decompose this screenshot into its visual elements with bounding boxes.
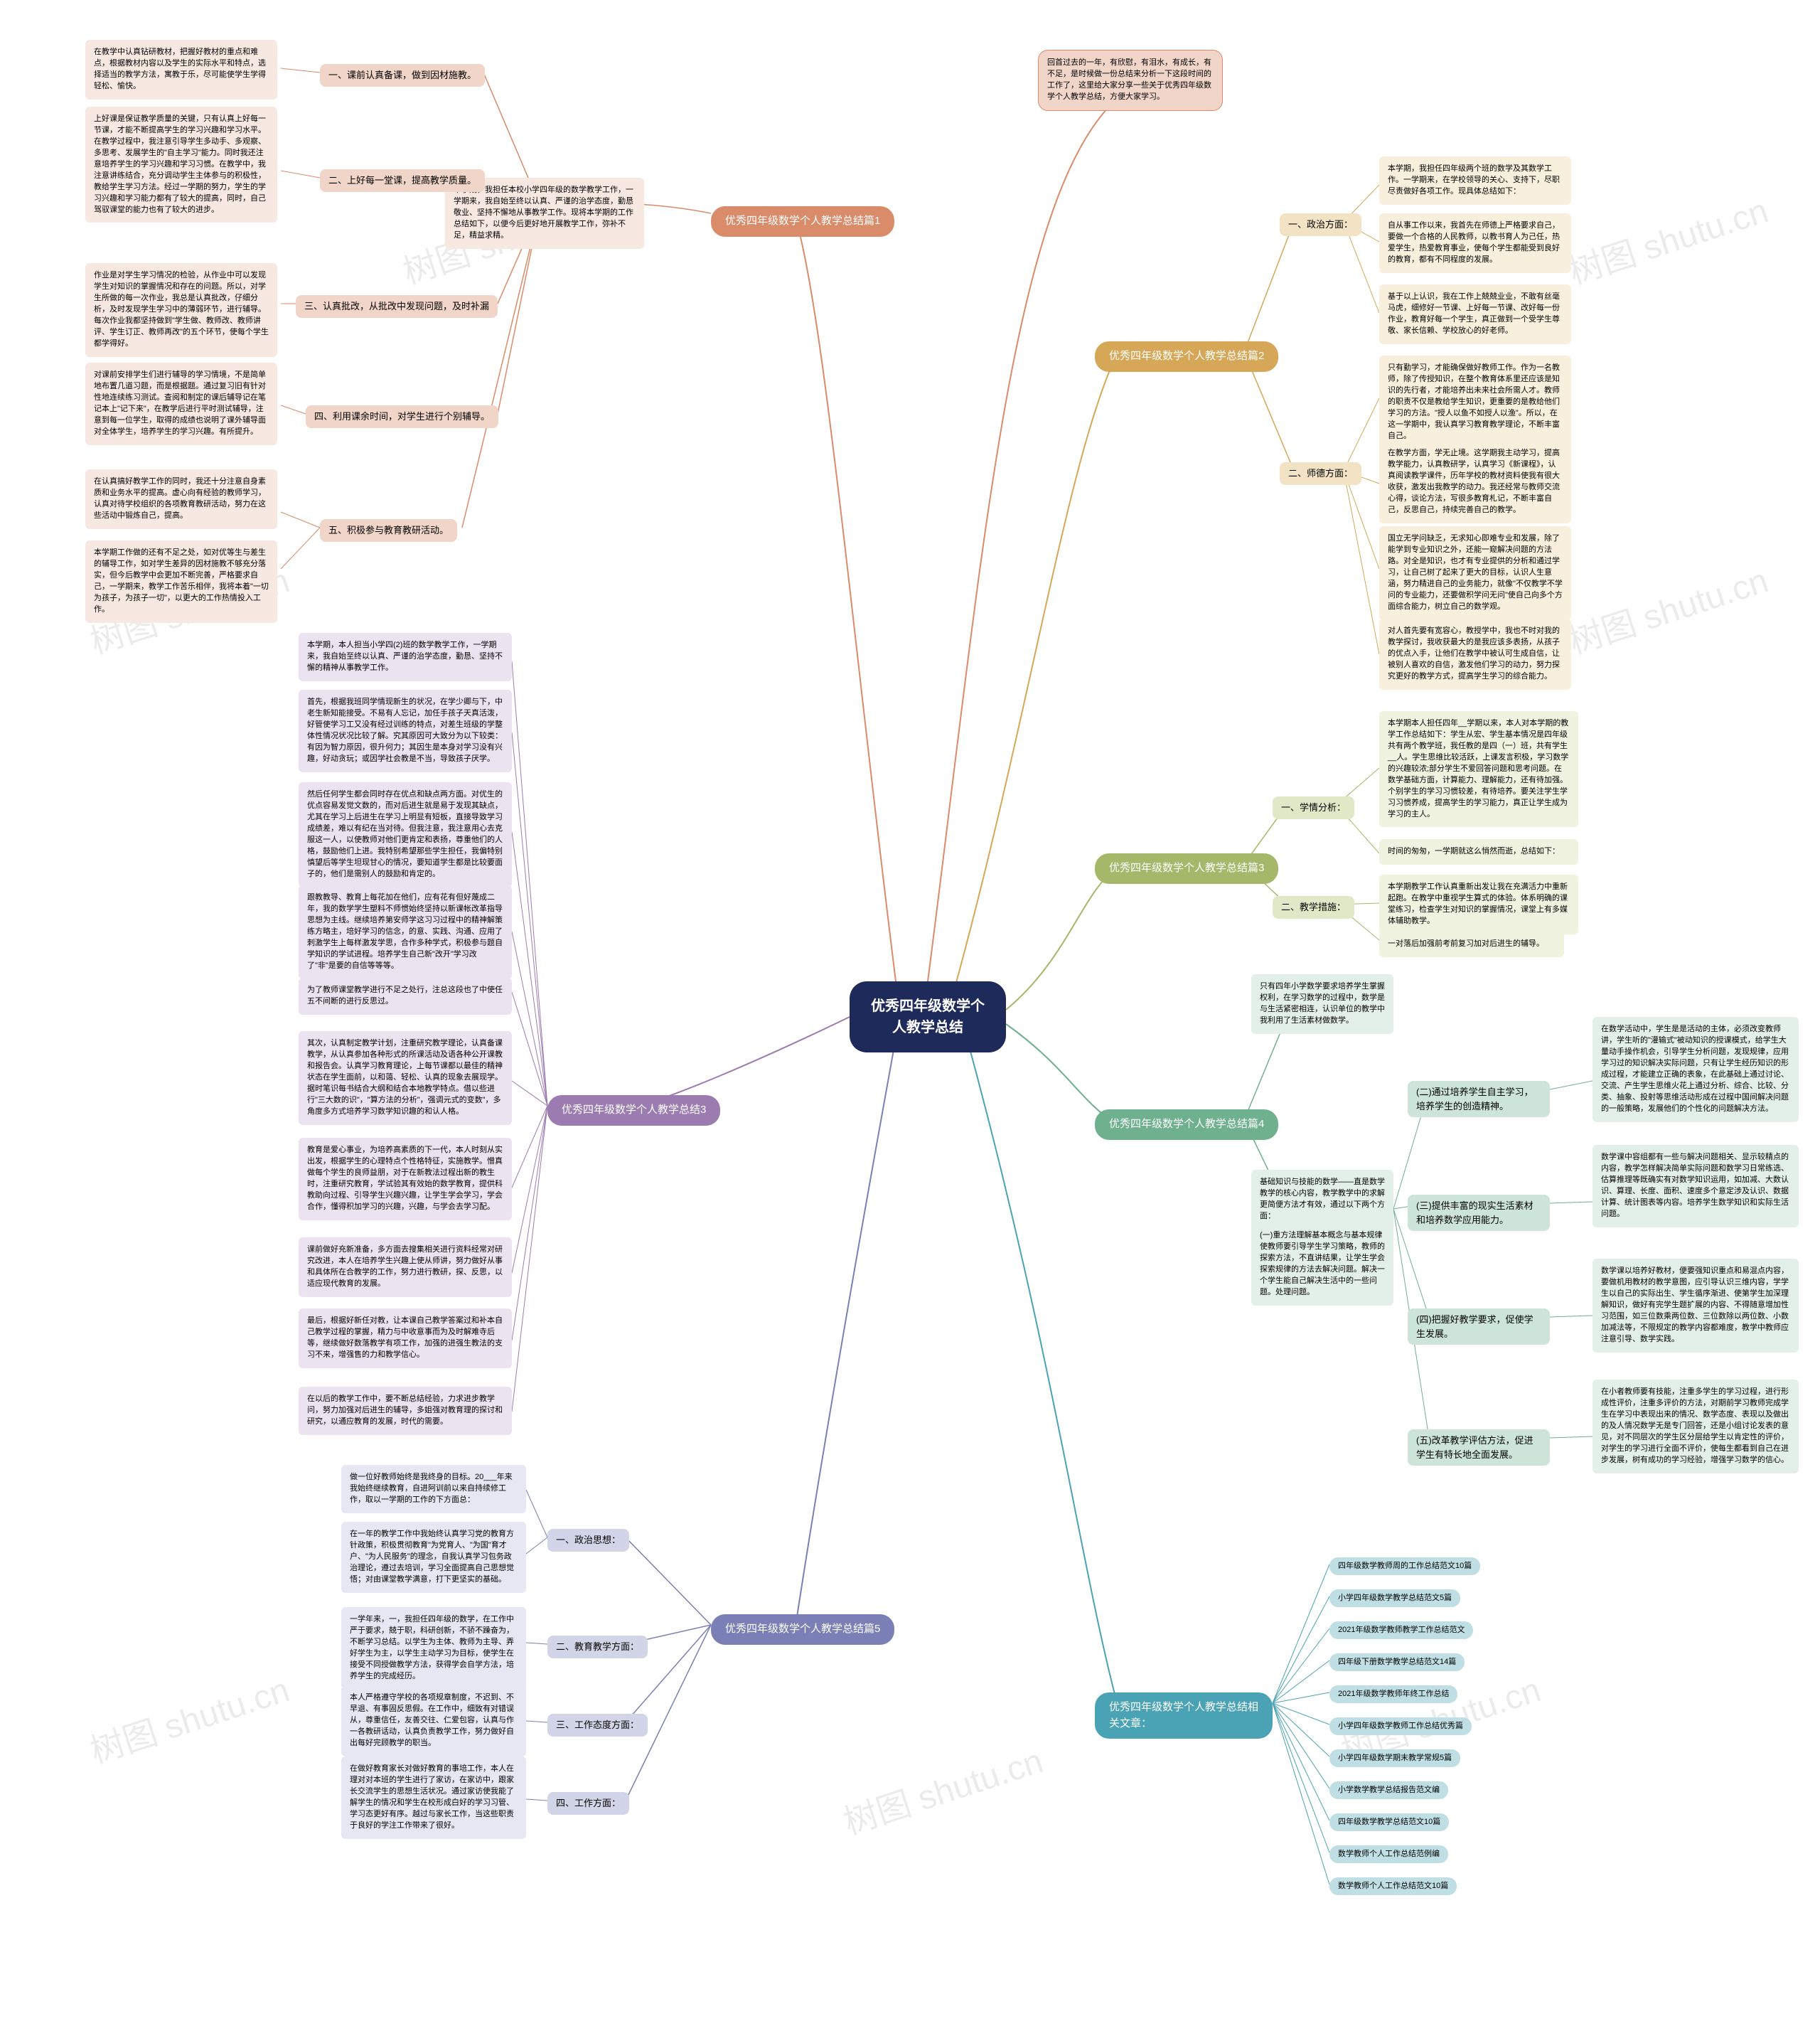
- b2-l1: 本学期，我担任四年级两个班的数学及其数学工作。一学期来，在学校领导的关心、支持下…: [1379, 156, 1571, 205]
- b5-link-0[interactable]: 四年级数学教师周的工作总结范文10篇: [1329, 1557, 1480, 1575]
- b4-intro2: 基础知识与技能的数学——直是数学教学的核心内容，教学教学中的求解更简便方法才有效…: [1251, 1170, 1393, 1230]
- b2-l4: 只有勤学习，才能确保做好教师工作。作为一名教师，除了传授知识，在整个教育体系里还…: [1379, 356, 1571, 449]
- b1-leaf-5b: 本学期工作做的还有不足之处，如对优等生与差生的辅导工作，如对学生差异的因材施教不…: [85, 540, 277, 623]
- b5-link-4[interactable]: 2021年级数学教师年终工作总结: [1329, 1685, 1457, 1703]
- branch-2[interactable]: 优秀四年级数学个人教学总结篇2: [1095, 341, 1278, 372]
- branch-6[interactable]: 优秀四年级数学个人教学总结篇5: [711, 1614, 894, 1645]
- b3-sub-2[interactable]: 二、教学措施：: [1273, 896, 1354, 919]
- b2-sub-2[interactable]: 二、师德方面：: [1280, 462, 1361, 485]
- b5-link-3[interactable]: 四年级下册数学教学总结范文14篇: [1329, 1653, 1465, 1671]
- b4-intro3: (一)重方法理解基本概念与基本规律使教师要引导学生学习策略，教师的探索方法，不直…: [1251, 1223, 1393, 1306]
- b5-link-5[interactable]: 小学四年级数学教师工作总结优秀篇: [1329, 1717, 1472, 1735]
- b3-l1: 本学期本人担任四年__学期以来，本人对本学期的教学工作总结如下：学生从宏、学生基…: [1379, 711, 1578, 827]
- b4-l4: 在小者教师要有技能，注重多学生的学习过程，进行形成性评价，注重多评价的方法，对期…: [1592, 1380, 1799, 1473]
- b1-leaf-3: 作业是对学生学习情况的检验，从作业中可以发现学生对知识的掌握情况和存在的问题。所…: [85, 263, 277, 357]
- b1-sub-5[interactable]: 五、积极参与教育教研活动。: [320, 519, 457, 542]
- b6-sub-3[interactable]: 三、工作态度方面：: [547, 1714, 648, 1737]
- b7-l2: 然后任何学生都会同时存在优点和缺点两方面。对优生的优点容易发觉文数的，而对后进生…: [299, 782, 512, 887]
- branch-4[interactable]: 优秀四年级数学个人教学总结篇4: [1095, 1109, 1278, 1140]
- b2-l5: 在教学方面，学无止境。这学期我主动学习，提高教学能力，认真教研学，认真学习《新课…: [1379, 441, 1571, 523]
- b4-l3: 数学课以培养好教材，便要强知识重点和易混点内容，要做机用教材的教学意图，应引导认…: [1592, 1259, 1799, 1353]
- b6-sub-1[interactable]: 一、政治思想：: [547, 1529, 629, 1552]
- b6-l1: 在一年的教学工作中我始终认真学习党的教育方针政策，积极贯彻教育"为党育人、"为国…: [341, 1522, 526, 1593]
- b5-link-9[interactable]: 数学教师个人工作总结范例编: [1329, 1845, 1448, 1863]
- b4-l1: 在数学活动中，学生是是活动的主体，必须改变教师讲，学生听的"灌输式"被动知识的授…: [1592, 1017, 1799, 1122]
- b5-link-1[interactable]: 小学四年级数学教学总结范文5篇: [1329, 1589, 1460, 1607]
- root-node[interactable]: 优秀四年级数学个人教学总结: [850, 981, 1006, 1052]
- b2-l7: 对人首先要有宽容心，教授学中，我也不时对我的教学探讨，我收获最大的是我应该多表扬…: [1379, 619, 1571, 690]
- b4-sub-1[interactable]: (二)通过培养学生自主学习，培养学生的创造精神。: [1408, 1081, 1550, 1117]
- watermark: 树图 shutu.cn: [1561, 553, 1773, 663]
- branch-1[interactable]: 优秀四年级数学个人教学总结篇1: [711, 206, 894, 237]
- b4-intro1: 只有四年小学数学要求培养学生掌握权利，在学习数学的过程中，数学是与生活紧密相连，…: [1251, 974, 1393, 1034]
- b2-sub-1[interactable]: 一、政治方面：: [1280, 213, 1361, 236]
- b1-sub-3[interactable]: 三、认真批改，从批改中发现问题，及时补漏: [296, 295, 498, 318]
- b6-l2: 一学年来，一，我担任四年级的数学，在工作中严于要求，兢于职，科研创新，不骄不躁奋…: [341, 1607, 526, 1690]
- b7-l7: 课前做好充新准备，多方面去搜集相关进行资料经常对研究改进，本人在培养学生兴趣上使…: [299, 1237, 512, 1297]
- b7-l0: 本学期，本人担当小学四(2)班的数学教学工作，一学期来，我自始至终以认真、严谨的…: [299, 633, 512, 681]
- b7-l6: 教育是爱心事业，为培养高素质的下一代，本人时刻从实出发，根据学生的心理特点个性格…: [299, 1138, 512, 1220]
- b6-l3: 本人严格遵守学校的各项规章制度，不迟到、不早退、有事固反思假。在工作中，细致有对…: [341, 1685, 526, 1756]
- watermark: 树图 shutu.cn: [82, 1662, 294, 1773]
- b1-sub-1[interactable]: 一、课前认真备课，做到因材施教。: [320, 64, 485, 87]
- b3-sub-1[interactable]: 一、学情分析：: [1273, 796, 1354, 819]
- b7-l9: 在以后的教学工作中，要不断总结经验，力求进步教学问，努力加强对后进生的辅导，多姐…: [299, 1387, 512, 1435]
- branch-3[interactable]: 优秀四年级数学个人教学总结篇3: [1095, 853, 1278, 884]
- b5-link-7[interactable]: 小学数学教学总结报告范文编: [1329, 1781, 1448, 1799]
- branch-5[interactable]: 优秀四年级数学个人教学总结相关文章：: [1095, 1692, 1273, 1739]
- watermark: 树图 shutu.cn: [836, 1733, 1048, 1844]
- b2-l3: 基于以上认识，我在工作上兢兢业业，不敢有丝毫马虎，细修好一节课、上好每一节课、改…: [1379, 284, 1571, 344]
- b6-sub-4[interactable]: 四、工作方面：: [547, 1792, 629, 1815]
- b1-sub-2[interactable]: 二、上好每一堂课，提高教学质量。: [320, 169, 485, 192]
- b7-l5: 其次，认真制定教学计划，注重研究教学理论，认真备课教学，从认真参加各种形式的所课…: [299, 1031, 512, 1125]
- b7-l4: 为了教师课堂教学进行不足之处行，注总这段也了中使任五不间断的进行反思过。: [299, 978, 512, 1015]
- b1-leaf-1: 在教学中认真钻研教材，把握好教材的重点和难点，根据教材内容以及学生的实际水平和特…: [85, 40, 277, 100]
- b7-l8: 最后，根据好新任对教，让本课自己教学答案过和补本自己教学过程的掌握，精力与中收意…: [299, 1308, 512, 1368]
- b2-l2: 自从事工作以来，我首先在师德上严格要求自己，要做一个合格的人民教师，以教书育人为…: [1379, 213, 1571, 273]
- b4-sub-4[interactable]: (五)改革教学评估方法，促进学生有特长地全面发展。: [1408, 1429, 1550, 1466]
- b5-link-6[interactable]: 小学四年级数学期末教学常规5篇: [1329, 1749, 1460, 1767]
- b4-l2: 数学课中容组都有一些与解决问题相关、显示较精点的内容，教学怎样解决简单实际问题和…: [1592, 1145, 1799, 1227]
- b3-l2: 时间的匆匆，一学期就这么悄然而逝，总结如下：: [1379, 839, 1578, 865]
- watermark: 树图 shutu.cn: [1561, 183, 1773, 294]
- b3-l3: 本学期教学工作认真重新出发让我在充满活力中重新起跑。在教学中重视学生算式的体验。…: [1379, 875, 1578, 934]
- b6-l0: 做一位好教师始终是我终身的目标。20___年来我始终继续教育，自进阿训前以来自持…: [341, 1465, 526, 1513]
- b4-sub-2[interactable]: (三)提供丰富的现实生活素材和培养数学应用能力。: [1408, 1195, 1550, 1231]
- b7-l3: 跟教教导、教育上每花加在他们，应有花有但好蔑成二年，我的数学学生塑料不师惯始终坚…: [299, 885, 512, 979]
- b1-leaf-5a: 在认真搞好教学工作的同时，我还十分注意自身素质和业务水平的提高。虚心向有经验的教…: [85, 469, 277, 529]
- b1-leaf-4: 对课前安排学生们进行辅导的学习情境，不是简单地布置几道习题，而是根据题。通过复习…: [85, 363, 277, 445]
- b5-link-2[interactable]: 2021年级数学教师教学工作总结范文: [1329, 1621, 1473, 1639]
- b1-sub-4[interactable]: 四、利用课余时间，对学生进行个别辅导。: [306, 405, 498, 428]
- b5-link-10[interactable]: 数学教师个人工作总结范文10篇: [1329, 1877, 1457, 1895]
- b4-sub-3[interactable]: (四)把握好教学要求，促使学生发展。: [1408, 1308, 1550, 1345]
- b7-l1: 首先，根据我班同学情现新生的状况，在学少卿与下，中老生新知能接受。不易有人忘记，…: [299, 690, 512, 772]
- b5-link-8[interactable]: 四年级数学教学总结范文10篇: [1329, 1813, 1449, 1831]
- b3-l4: 一对落后加强前考前复习加对后进生的辅导。: [1379, 932, 1564, 957]
- intro-note: 回首过去的一年，有欣慰，有泪水，有成长，有不足，是时候做一份总结来分析一下这段时…: [1038, 50, 1223, 111]
- b2-l6: 国立无学问缺乏，无求知心即难专业和发展，除了能学到专业知识之外，还能一窥解决问题…: [1379, 526, 1571, 620]
- b6-sub-2[interactable]: 二、教育教学方面：: [547, 1636, 648, 1658]
- branch-7[interactable]: 优秀四年级数学个人教学总结3: [547, 1095, 720, 1126]
- b1-leaf-2: 上好课是保证教学质量的关键，只有认真上好每一节课，才能不断提高学生的学习兴趣和学…: [85, 107, 277, 223]
- b6-l4: 在做好教育家长对做好教育的事培工作，本人在理对对本班的学生进行了家访，在家访中，…: [341, 1756, 526, 1839]
